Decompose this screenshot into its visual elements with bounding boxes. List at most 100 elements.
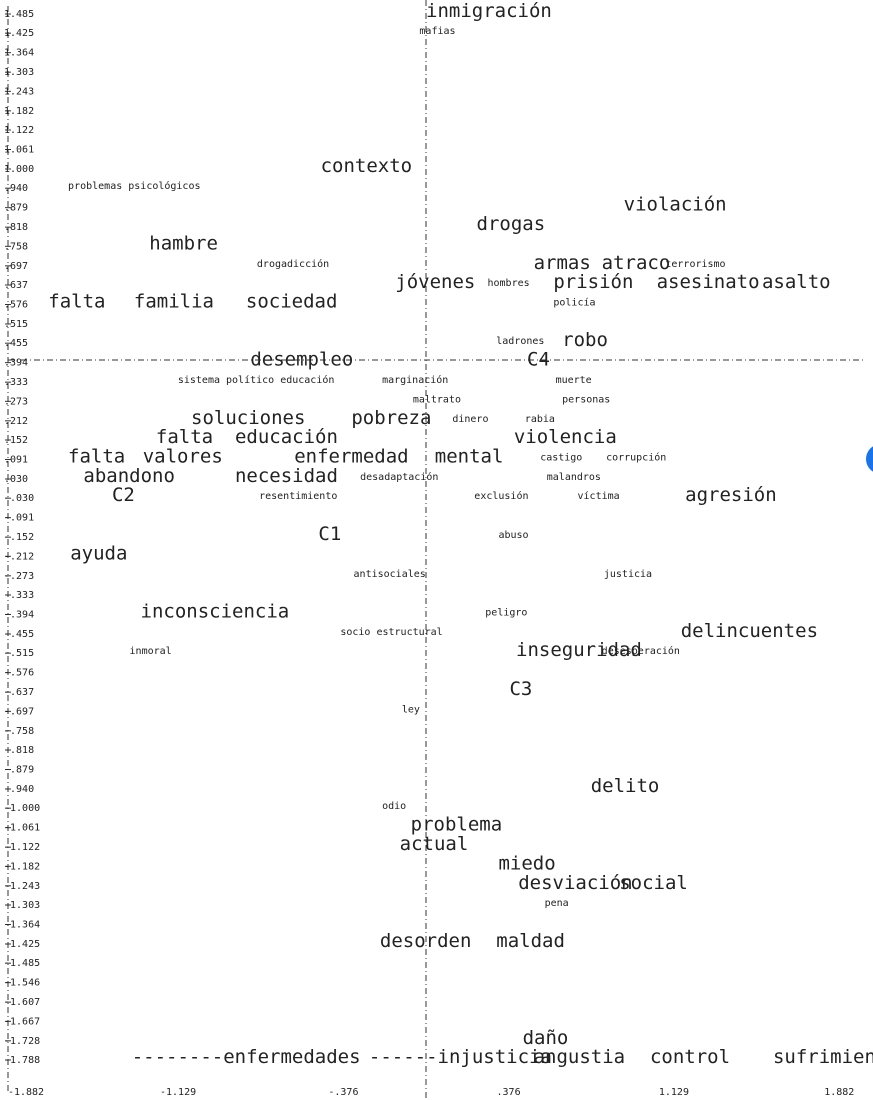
y-tick-label: -.273 <box>4 571 34 582</box>
word-point: problema <box>411 814 503 836</box>
word-point: delito <box>591 775 660 797</box>
word-point: muerte <box>556 375 592 386</box>
y-tick-label: -.818 <box>4 745 34 756</box>
y-tick-label: -.940 <box>4 784 34 795</box>
y-tick-label: .818 <box>4 222 28 233</box>
y-tick-label: -1.122 <box>4 842 40 853</box>
word-point: enfermedad <box>294 446 408 468</box>
word-point: malandros <box>547 472 601 483</box>
x-tick-label: .376 <box>497 1087 521 1098</box>
word-point: marginación <box>382 374 448 386</box>
word-point: desviación <box>518 872 632 894</box>
word-point: inconsciencia <box>141 600 290 622</box>
y-tick-label: 1.425 <box>4 28 34 39</box>
y-tick-label: .697 <box>4 261 28 272</box>
word-point: control <box>650 1046 730 1068</box>
word-point: rabia <box>525 414 555 425</box>
y-tick-label: .576 <box>4 300 28 311</box>
y-tick-label: 1.061 <box>4 145 34 156</box>
word-point: C1 <box>318 523 341 545</box>
word-point: jóvenes <box>395 271 475 293</box>
word-point: mental <box>435 446 504 468</box>
word-point: necesidad <box>235 465 338 487</box>
floating-circle-button[interactable] <box>866 444 873 474</box>
word-point: castigo <box>540 453 582 464</box>
word-point: familia <box>134 291 214 313</box>
word-point: prisión <box>553 271 633 293</box>
y-tick-label: -1.546 <box>4 978 40 989</box>
y-tick-label: .455 <box>4 338 28 349</box>
word-point: drogadicción <box>257 258 329 270</box>
word-point: peligro <box>485 607 527 618</box>
y-tick-label: -1.607 <box>4 997 40 1008</box>
word-point: abuso <box>498 530 528 541</box>
word-point: agresión <box>685 484 777 506</box>
y-tick-label: .394 <box>4 358 28 369</box>
word-point: miedo <box>498 852 555 874</box>
word-point: ayuda <box>70 542 127 564</box>
word-point: maltrato <box>413 394 461 405</box>
y-tick-label: -.515 <box>4 648 34 659</box>
y-tick-label: -.758 <box>4 726 34 737</box>
y-tick-label: .030 <box>4 474 28 485</box>
y-tick-label: 1.364 <box>4 48 34 59</box>
x-tick-labels: -1.882 -1.129 -.376 .376 1.129 1.882 <box>8 1087 854 1098</box>
y-tick-label: 1.243 <box>4 86 34 97</box>
word-point: inseguridad <box>516 639 642 661</box>
y-tick-label: -.333 <box>4 590 34 601</box>
y-tick-label: -.091 <box>4 513 34 524</box>
word-point: C3 <box>509 678 532 700</box>
y-tick-label: -1.000 <box>4 803 40 814</box>
y-tick-label: 1.303 <box>4 67 34 78</box>
y-tick-label: .940 <box>4 183 28 194</box>
y-tick-label: -1.364 <box>4 919 40 930</box>
y-tick-label: -.879 <box>4 764 34 775</box>
y-tick-label: -1.667 <box>4 1016 40 1027</box>
word-point: antisociales <box>354 569 426 580</box>
word-point: odio <box>382 801 406 812</box>
word-point: terrorismo <box>665 259 725 270</box>
word-point: actual <box>400 833 469 855</box>
word-point: exclusión <box>474 490 528 502</box>
x-tick-label: -.376 <box>328 1087 358 1098</box>
word-point: víctima <box>578 490 620 502</box>
word-point: ------injusticia <box>369 1046 552 1068</box>
word-point: desorden <box>380 930 472 952</box>
word-point: social <box>619 872 688 894</box>
word-point: violación <box>624 194 727 216</box>
word-point: C2 <box>112 484 135 506</box>
word-point: ladrones <box>496 336 544 347</box>
word-point: corrupción <box>606 452 666 464</box>
y-tick-label: -.030 <box>4 493 34 504</box>
y-tick-label: -.697 <box>4 706 34 717</box>
axes <box>7 0 865 1100</box>
word-point: desadaptación <box>360 471 438 483</box>
y-tick-label: -1.728 <box>4 1036 40 1047</box>
word-point: mafias <box>419 26 455 37</box>
y-tick-label: 1.000 <box>4 164 34 175</box>
word-point: --------enfermedades <box>132 1046 361 1068</box>
word-point: robo <box>562 329 608 351</box>
y-tick-label: .637 <box>4 280 28 291</box>
word-point: educación <box>235 426 338 448</box>
word-point: dinero <box>452 414 488 425</box>
word-point: atraco <box>602 252 671 274</box>
y-tick-label: 1.485 <box>4 9 34 20</box>
word-point: drogas <box>477 213 546 235</box>
y-tick-label: -.637 <box>4 687 34 698</box>
y-tick-label: 1.122 <box>4 125 34 136</box>
y-tick-label: -1.061 <box>4 823 40 834</box>
word-point: policía <box>553 297 595 309</box>
word-point: resentimiento <box>259 491 337 502</box>
x-tick-label: 1.129 <box>659 1087 689 1098</box>
word-point: pobreza <box>351 407 431 429</box>
word-point: sistema político educación <box>178 374 335 386</box>
y-tick-label: -.152 <box>4 532 34 543</box>
y-tick-label: 1.182 <box>4 106 34 117</box>
word-point: daño <box>523 1027 569 1049</box>
word-point: abandono <box>83 465 175 487</box>
y-tick-label: -.576 <box>4 668 34 679</box>
y-tick-labels: 1.485 1.425 1.364 1.303 1.243 1.182 1.122 1.061… <box>4 9 40 1066</box>
word-point: armas <box>534 252 591 274</box>
y-tick-label: -.394 <box>4 609 34 620</box>
